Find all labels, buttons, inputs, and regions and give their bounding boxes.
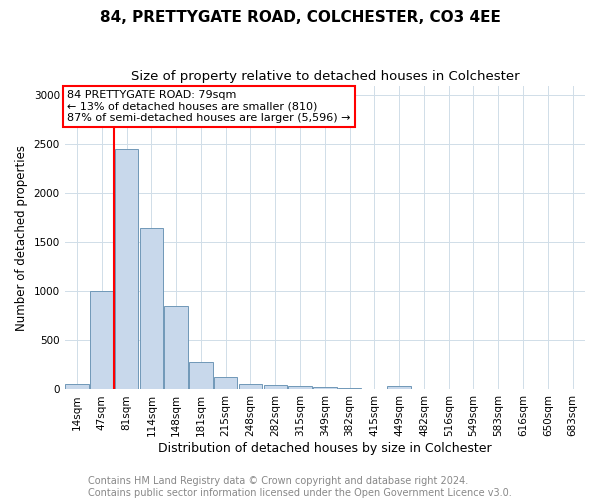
Text: 84 PRETTYGATE ROAD: 79sqm
← 13% of detached houses are smaller (810)
87% of semi: 84 PRETTYGATE ROAD: 79sqm ← 13% of detac… bbox=[67, 90, 351, 124]
Bar bbox=[313, 388, 337, 390]
Bar bbox=[189, 362, 213, 390]
Title: Size of property relative to detached houses in Colchester: Size of property relative to detached ho… bbox=[131, 70, 519, 83]
X-axis label: Distribution of detached houses by size in Colchester: Distribution of detached houses by size … bbox=[158, 442, 491, 455]
Bar bbox=[288, 386, 312, 390]
Bar bbox=[65, 384, 89, 390]
Text: 84, PRETTYGATE ROAD, COLCHESTER, CO3 4EE: 84, PRETTYGATE ROAD, COLCHESTER, CO3 4EE bbox=[100, 10, 500, 25]
Bar bbox=[90, 292, 113, 390]
Bar bbox=[164, 306, 188, 390]
Bar bbox=[115, 150, 139, 390]
Text: Contains HM Land Registry data © Crown copyright and database right 2024.
Contai: Contains HM Land Registry data © Crown c… bbox=[88, 476, 512, 498]
Bar bbox=[214, 376, 238, 390]
Bar bbox=[239, 384, 262, 390]
Bar bbox=[263, 385, 287, 390]
Bar bbox=[338, 388, 361, 390]
Y-axis label: Number of detached properties: Number of detached properties bbox=[15, 144, 28, 330]
Bar bbox=[140, 228, 163, 390]
Bar bbox=[388, 386, 411, 390]
